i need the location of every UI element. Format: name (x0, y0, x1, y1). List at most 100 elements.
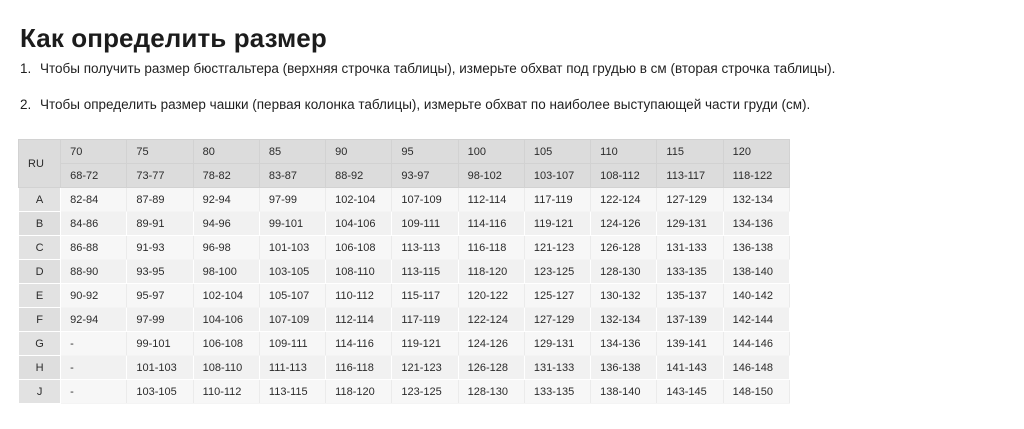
instruction-text-1: Чтобы получить размер бюстгальтера (верх… (40, 61, 836, 76)
table-row: H -101-103 108-110 111-113 116-118 121-123 126… (17, 355, 791, 380)
measurement-cell: 127-129 (656, 187, 724, 212)
cup-size-label: A (17, 187, 62, 212)
measurement-cell: 122-124 (590, 187, 658, 212)
measurement-cell: 108-110 (325, 259, 393, 284)
measurement-cell: 129-131 (523, 331, 592, 356)
measurement-cell: 97-99 (126, 307, 194, 332)
measurement-cell: 94-96 (192, 211, 260, 236)
size-header-cell: 115 (656, 139, 724, 164)
table-row: F 92-94 97-99 104-106 107-109 112-114 117-119 1… (17, 307, 791, 332)
cup-size-label: C (17, 235, 62, 260)
table-row: E 90-92 95-97 102-104 105-107 110-112 115-117 1… (17, 283, 791, 308)
measurement-cell: - (60, 331, 128, 356)
table-row: A 82-84 87-89 92-94 97-99 102-104 107-109 112-1… (17, 187, 791, 212)
measurement-cell: 132-134 (590, 307, 658, 332)
underbust-header-cell: 83-87 (258, 163, 327, 188)
measurement-cell: 101-103 (258, 235, 327, 260)
size-header-cell: 90 (325, 139, 393, 164)
size-table-header: RU 70 75 80 85 90 95 100 105 110 115 120 68-72 73-7… (17, 139, 791, 188)
measurement-cell: 146-148 (722, 355, 791, 380)
underbust-header-cell: 103-107 (523, 163, 592, 188)
underbust-header-cell: 108-112 (590, 163, 658, 188)
measurement-cell: 136-138 (590, 355, 658, 380)
instruction-list: 1. Чтобы получить размер бюстгальтера (в… (20, 60, 1010, 132)
measurement-cell: 95-97 (126, 283, 194, 308)
measurement-cell: 107-109 (258, 307, 327, 332)
measurement-cell: 118-120 (325, 379, 393, 404)
size-header-cell: 75 (126, 139, 194, 164)
measurement-cell: 129-131 (656, 211, 724, 236)
measurement-cell: 114-116 (325, 331, 393, 356)
size-table-container: RU 70 75 80 85 90 95 100 105 110 115 120 68-72 73-7… (17, 139, 791, 404)
underbust-header-cell: 88-92 (325, 163, 393, 188)
measurement-cell: 133-135 (523, 379, 592, 404)
measurement-cell: 123-125 (523, 259, 592, 284)
measurement-cell: 113-113 (391, 235, 459, 260)
size-table-body: A 82-84 87-89 92-94 97-99 102-104 107-109 112-1… (17, 187, 791, 404)
measurement-cell: 131-133 (523, 355, 592, 380)
table-row: C 86-88 91-93 96-98 101-103 106-108 113-113 116… (17, 235, 791, 260)
measurement-cell: 120-122 (457, 283, 525, 308)
measurement-cell: 124-126 (457, 331, 525, 356)
underbust-header-cell: 68-72 (60, 163, 128, 188)
measurement-cell: 117-119 (523, 187, 592, 212)
measurement-cell: 110-112 (325, 283, 393, 308)
measurement-cell: 105-107 (258, 283, 327, 308)
measurement-cell: 90-92 (60, 283, 128, 308)
underbust-header-cell: 73-77 (126, 163, 194, 188)
size-header-cell: 120 (722, 139, 791, 164)
measurement-cell: 93-95 (126, 259, 194, 284)
measurement-cell: 91-93 (126, 235, 194, 260)
cup-size-label: D (17, 259, 62, 284)
measurement-cell: 123-125 (391, 379, 459, 404)
measurement-cell: 113-115 (258, 379, 327, 404)
measurement-cell: 118-120 (457, 259, 525, 284)
measurement-cell: 106-108 (192, 331, 260, 356)
measurement-cell: 137-139 (656, 307, 724, 332)
measurement-cell: 92-94 (192, 187, 260, 212)
measurement-cell: 131-133 (656, 235, 724, 260)
measurement-cell: 148-150 (722, 379, 791, 404)
instruction-item-2: 2. Чтобы определить размер чашки (первая… (20, 96, 1010, 113)
size-header-cell: 70 (60, 139, 128, 164)
underbust-header-cell: 78-82 (192, 163, 260, 188)
size-header-cell: 105 (523, 139, 592, 164)
size-header-cell: 110 (590, 139, 658, 164)
measurement-cell: 102-104 (192, 283, 260, 308)
measurement-cell: 111-113 (258, 355, 327, 380)
measurement-cell: 92-94 (60, 307, 128, 332)
measurement-cell: 115-117 (391, 283, 459, 308)
measurement-cell: - (60, 379, 128, 404)
measurement-cell: 141-143 (656, 355, 724, 380)
measurement-cell: 109-111 (258, 331, 327, 356)
measurement-cell: 112-114 (325, 307, 393, 332)
measurement-cell: 134-136 (722, 211, 791, 236)
page-title: Как определить размер (20, 23, 327, 54)
table-corner-label: RU (17, 139, 62, 188)
underbust-header-cell: 113-117 (656, 163, 724, 188)
table-row: B 84-86 89-91 94-96 99-101 104-106 109-111 114-… (17, 211, 791, 236)
measurement-cell: 126-128 (590, 235, 658, 260)
underbust-header-cell: 98-102 (457, 163, 525, 188)
size-header-cell: 85 (258, 139, 327, 164)
measurement-cell: 113-115 (391, 259, 459, 284)
measurement-cell: 142-144 (722, 307, 791, 332)
measurement-cell: 127-129 (523, 307, 592, 332)
underbust-header-cell: 93-97 (391, 163, 459, 188)
size-table: RU 70 75 80 85 90 95 100 105 110 115 120 68-72 73-7… (17, 139, 791, 404)
measurement-cell: 130-132 (590, 283, 658, 308)
measurement-cell: 107-109 (391, 187, 459, 212)
instruction-number-2: 2. (20, 97, 32, 112)
measurement-cell: 109-111 (391, 211, 459, 236)
measurement-cell: 84-86 (60, 211, 128, 236)
instruction-text-2: Чтобы определить размер чашки (первая ко… (40, 97, 811, 112)
size-header-row: RU 70 75 80 85 90 95 100 105 110 115 120 (17, 139, 791, 188)
measurement-cell: 108-110 (192, 355, 260, 380)
measurement-cell: 132-134 (722, 187, 791, 212)
measurement-cell: 128-130 (590, 259, 658, 284)
size-header-cell: 100 (457, 139, 525, 164)
measurement-cell: 139-141 (656, 331, 724, 356)
measurement-cell: 134-136 (590, 331, 658, 356)
measurement-cell: 133-135 (656, 259, 724, 284)
